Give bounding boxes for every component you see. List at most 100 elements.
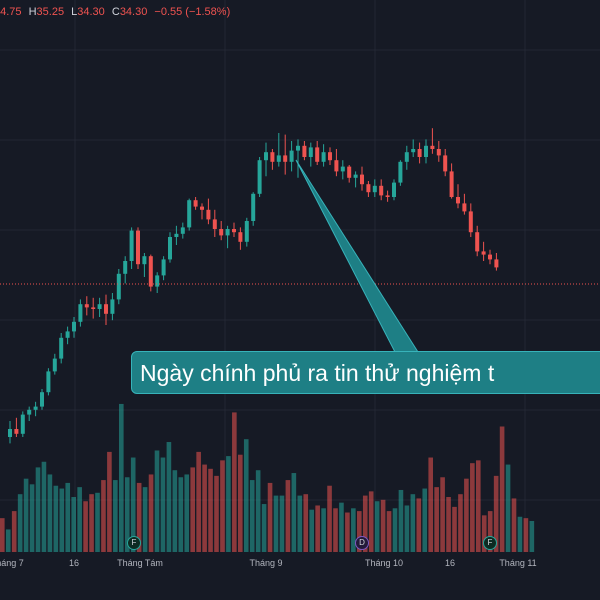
- candle-body: [78, 304, 83, 322]
- x-axis-label: Tháng 9: [249, 558, 283, 568]
- volume-bar: [357, 511, 362, 552]
- volume-bar: [119, 403, 124, 552]
- candle-body: [33, 406, 38, 410]
- volume-bar: [196, 451, 201, 552]
- earnings-marker[interactable]: F: [127, 536, 141, 550]
- volume-bar: [446, 497, 451, 552]
- close-label: C: [111, 6, 120, 18]
- candle-body: [219, 229, 224, 236]
- volume-bar: [124, 477, 130, 552]
- volume-bar: [392, 508, 398, 552]
- dividend-marker[interactable]: D: [355, 536, 369, 550]
- candle-body: [161, 259, 166, 276]
- annotation-text: Ngày chính phủ ra tin thử nghiệm t: [140, 360, 495, 386]
- candle-body: [398, 161, 403, 183]
- candle-body: [180, 227, 185, 234]
- candle-body: [187, 200, 192, 228]
- volume-bar: [208, 468, 213, 552]
- volume-bar: [273, 495, 279, 552]
- high-label: H: [28, 6, 37, 18]
- volume-bar: [53, 485, 59, 552]
- volume-bar: [35, 467, 41, 552]
- candle-body: [129, 230, 134, 261]
- volume-bar: [481, 515, 487, 552]
- volume-bar: [517, 516, 523, 552]
- volume-bar: [5, 529, 11, 552]
- candle-body: [481, 251, 486, 255]
- candle-body: [372, 185, 377, 193]
- volume-bar: [511, 498, 517, 552]
- volume-bar: [404, 505, 410, 552]
- volume-bar: [17, 494, 23, 552]
- volume-bar: [249, 480, 255, 552]
- volume-bar: [113, 480, 118, 552]
- x-axis-label: 16: [68, 558, 80, 568]
- volume-bar: [339, 502, 344, 552]
- candle-body: [264, 152, 268, 161]
- annotation-callout[interactable]: Ngày chính phủ ra tin thử nghiệm t: [131, 351, 600, 394]
- volume-bar: [309, 509, 314, 552]
- candle-body: [315, 147, 320, 162]
- volume-bar: [493, 475, 499, 552]
- candle-body: [289, 150, 294, 162]
- candle-body: [155, 275, 160, 287]
- volume-bar: [83, 501, 88, 552]
- volume-bar: [184, 474, 190, 552]
- volume-bars: [0, 403, 535, 552]
- x-axis-label: Tháng Tám: [117, 558, 163, 568]
- volume-bar: [529, 520, 535, 552]
- volume-bar: [458, 494, 463, 552]
- volume-bar: [101, 480, 106, 552]
- volume-bar: [89, 494, 94, 552]
- volume-bar: [220, 460, 225, 552]
- candlesticks: [8, 128, 499, 444]
- volume-bar: [202, 464, 207, 552]
- candle-body: [27, 409, 32, 415]
- volume-bar: [297, 495, 303, 552]
- earnings-marker[interactable]: F: [483, 536, 497, 550]
- candle-body: [347, 166, 352, 178]
- candle-body: [244, 221, 249, 242]
- volume-bar: [386, 511, 392, 552]
- candle-body: [392, 182, 396, 197]
- candle-body: [206, 209, 211, 220]
- volume-bar: [148, 474, 154, 552]
- candle-body: [475, 232, 480, 252]
- candle-body: [270, 152, 275, 162]
- candle-body: [385, 195, 390, 197]
- candle-body: [104, 304, 108, 314]
- candle-body: [417, 149, 422, 157]
- volume-bar: [95, 492, 100, 552]
- volume-bar: [321, 508, 326, 552]
- candle-body: [321, 152, 326, 162]
- candle-body: [84, 304, 89, 308]
- volume-bar: [243, 439, 249, 552]
- volume-bar: [41, 461, 47, 552]
- candle-body: [302, 145, 307, 157]
- candle-body: [436, 149, 441, 156]
- candle-body: [449, 171, 454, 197]
- candle-body: [296, 145, 300, 151]
- candle-body: [430, 145, 435, 149]
- volume-bar: [59, 488, 65, 552]
- annotation-pointer: [295, 159, 419, 353]
- candle-body: [462, 203, 467, 212]
- candle-body: [411, 149, 416, 153]
- candle-body: [225, 229, 230, 236]
- volume-bar: [279, 495, 285, 552]
- volume-bar: [476, 460, 481, 552]
- volume-bar: [351, 508, 356, 552]
- candle-body: [200, 206, 204, 210]
- candle-body: [65, 331, 70, 338]
- candle-body: [353, 174, 358, 178]
- volume-bar: [214, 475, 219, 552]
- candle-body: [91, 307, 96, 309]
- volume-bar: [315, 505, 320, 552]
- candle-body: [238, 232, 243, 242]
- candle-body: [308, 147, 313, 157]
- volume-bar: [0, 518, 5, 552]
- volume-bar: [499, 426, 505, 552]
- volume-bar: [362, 495, 368, 552]
